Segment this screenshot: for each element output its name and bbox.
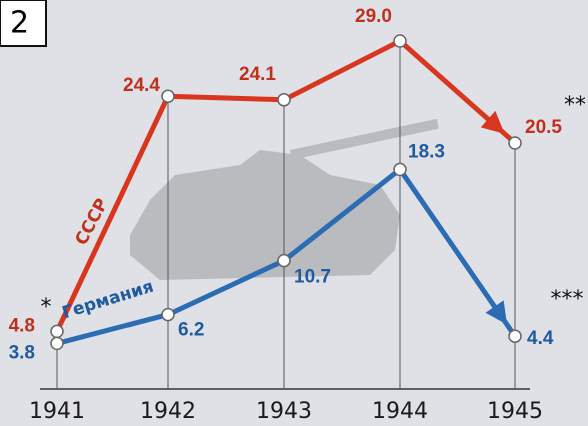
point (277, 253, 291, 268)
badge: 2 (10, 6, 29, 41)
value-label: 20.5 (525, 117, 562, 138)
value-label: 24.1 (239, 64, 276, 85)
annotation: ** (564, 93, 586, 118)
value-label: 6.2 (178, 320, 204, 341)
x-tick-label: 1943 (256, 399, 312, 424)
point (393, 162, 407, 177)
value-label: 10.7 (294, 267, 331, 288)
value-label: 29.0 (355, 6, 392, 27)
x-tick-label: 1942 (140, 399, 196, 424)
arrow-head (480, 110, 505, 134)
annotation: * (41, 295, 52, 320)
value-label: 24.4 (123, 75, 160, 96)
value-label: 4.8 (9, 315, 35, 336)
x-tick-label: 1945 (487, 399, 543, 424)
annotation: *** (551, 287, 584, 312)
x-tick-label: 1944 (372, 399, 428, 424)
point (50, 336, 64, 351)
point (161, 89, 175, 103)
point (277, 93, 291, 107)
point (508, 329, 522, 343)
value-label: 3.8 (9, 342, 35, 363)
value-label: 18.3 (408, 141, 445, 162)
value-label: 4.4 (527, 328, 554, 349)
point (50, 324, 64, 339)
arrow-head (485, 300, 508, 325)
point (508, 136, 522, 150)
point (161, 307, 175, 322)
x-tick-label: 1941 (29, 399, 85, 424)
point (393, 34, 407, 48)
tank-silhouette (130, 118, 439, 280)
badge-box (0, 0, 47, 47)
